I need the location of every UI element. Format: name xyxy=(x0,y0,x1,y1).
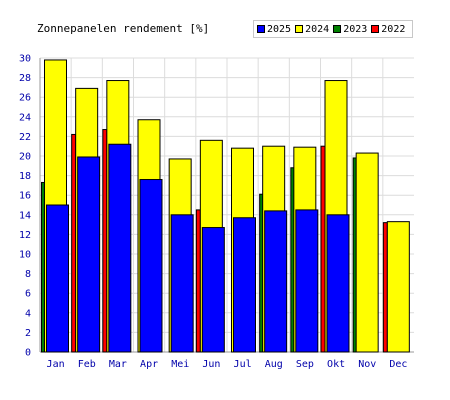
y-tick-label: 14 xyxy=(19,210,31,221)
x-tick-label: Apr xyxy=(140,359,158,370)
bar-2025-apr xyxy=(139,179,163,353)
bar-2025-mar xyxy=(108,143,132,353)
y-tick-label: 28 xyxy=(19,73,31,84)
x-tick-label: Sep xyxy=(296,359,314,370)
legend-item-2022: 2022 xyxy=(371,24,405,35)
chart-title: Zonnepanelen rendement [%] xyxy=(37,22,210,35)
x-tick-label: Jun xyxy=(202,359,220,370)
bar-2025-okt xyxy=(326,214,350,353)
bar-2024-nov xyxy=(355,152,379,353)
y-tick-label: 2 xyxy=(25,328,31,339)
y-tick-label: 26 xyxy=(19,93,31,104)
x-tick-label: Mei xyxy=(171,359,189,370)
legend-swatch xyxy=(257,25,265,33)
y-tick-label: 24 xyxy=(19,112,31,123)
legend-swatch xyxy=(295,25,304,33)
bar-2025-jan xyxy=(46,204,69,353)
legend-swatch xyxy=(371,25,380,33)
bar-2025-sep xyxy=(295,209,319,353)
chart-legend: 2025 2024 2023 2022 xyxy=(253,20,413,38)
bar-2022-jun xyxy=(195,209,201,353)
x-tick-label: Nov xyxy=(358,359,376,370)
bar-2025-aug xyxy=(264,210,288,353)
y-tick-label: 6 xyxy=(25,289,31,300)
bar-2022-dec xyxy=(382,222,388,353)
x-tick-label: Okt xyxy=(327,359,345,370)
legend-label: 2023 xyxy=(343,23,368,35)
bar-2025-mei xyxy=(170,214,194,353)
y-tick-label: 18 xyxy=(19,171,31,182)
x-tick-label: Aug xyxy=(265,359,283,370)
legend-item-2024: 2024 xyxy=(295,24,329,35)
x-tick-label: Jan xyxy=(47,359,65,370)
y-tick-label: 20 xyxy=(19,152,31,163)
bar-2024-dec xyxy=(386,221,410,353)
bar-2025-jun xyxy=(201,227,225,353)
bar-2022-okt xyxy=(320,145,326,353)
legend-swatch xyxy=(333,25,342,33)
x-tick-label: Mar xyxy=(109,359,127,370)
y-tick-label: 30 xyxy=(19,54,31,65)
x-tick-label: Feb xyxy=(78,359,96,370)
y-tick-label: 12 xyxy=(19,230,31,241)
legend-item-2023: 2023 xyxy=(333,24,367,35)
y-tick-label: 10 xyxy=(19,250,31,261)
x-tick-label: Jul xyxy=(234,359,252,370)
bar-2025-feb xyxy=(77,156,101,353)
legend-item-2025: 2025 xyxy=(257,24,291,35)
x-tick-label: Dec xyxy=(389,359,407,370)
bar-2022-mar xyxy=(102,129,108,353)
y-tick-label: 0 xyxy=(25,348,31,359)
legend-label: 2025 xyxy=(267,23,292,35)
y-tick-label: 16 xyxy=(19,191,31,202)
legend-label: 2022 xyxy=(381,23,406,35)
bar-2025-jul xyxy=(233,217,256,353)
y-tick-label: 8 xyxy=(25,269,31,280)
y-tick-label: 4 xyxy=(25,308,31,319)
bar-2022-feb xyxy=(71,133,77,353)
y-tick-label: 22 xyxy=(19,132,31,143)
legend-label: 2024 xyxy=(305,23,330,35)
